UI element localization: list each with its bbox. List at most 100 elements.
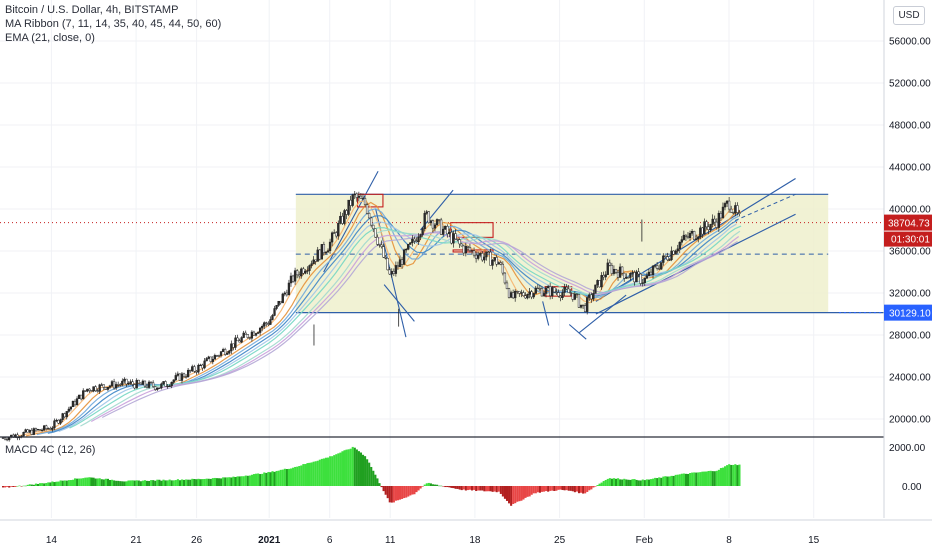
macd-bar [534, 486, 537, 494]
candle-body [660, 262, 663, 270]
candle-body [228, 350, 231, 354]
candle-body [563, 287, 566, 293]
candle-body [588, 294, 591, 298]
macd-bar [602, 481, 605, 486]
macd-bar [407, 486, 410, 497]
macd-bar [588, 486, 591, 491]
candle-body [361, 198, 365, 200]
macd-bar [257, 473, 260, 486]
candle-body [207, 356, 210, 359]
candle-body [470, 250, 474, 252]
macd-bar [238, 476, 241, 486]
candle-body [269, 319, 272, 325]
candle-body [549, 286, 552, 297]
candle-body [433, 224, 437, 229]
candle-body [604, 274, 607, 278]
macd-bar [536, 486, 539, 493]
macd-bar [53, 482, 56, 486]
time-tick-label: 26 [191, 535, 203, 546]
candle-body [168, 385, 171, 387]
macd-bar [604, 479, 607, 486]
macd-bar [261, 473, 264, 486]
macd-bar [649, 479, 653, 486]
candle-body [209, 356, 212, 362]
candle-body [193, 366, 196, 372]
candle-body [382, 246, 385, 258]
macd-bar [571, 486, 574, 492]
macd-bar [324, 457, 328, 486]
candle-body [509, 292, 513, 298]
candle-body [631, 272, 634, 274]
candle-body [277, 300, 280, 306]
time-tick-label: 21 [131, 535, 143, 546]
macd-bar [125, 481, 128, 486]
macd-bar [409, 486, 412, 496]
macd-bar [12, 486, 15, 487]
candle-body [542, 293, 546, 297]
macd-bar [693, 472, 696, 486]
macd-bar [252, 474, 256, 486]
candle-body [254, 333, 258, 336]
currency-button[interactable]: USD [893, 6, 925, 25]
candle-body [462, 245, 465, 254]
macd-bar [337, 453, 340, 486]
macd-bar [228, 477, 231, 486]
macd-bar [456, 486, 459, 489]
time-tick-label: 6 [327, 535, 333, 546]
candle-body [310, 263, 313, 266]
macd-legend[interactable]: MACD 4C (12, 26) [5, 444, 96, 456]
candle-body [339, 215, 342, 224]
macd-bar [440, 485, 443, 487]
macd-bar [55, 481, 58, 486]
macd-bar [232, 476, 235, 486]
candle-body [38, 429, 42, 431]
macd-bar [298, 466, 301, 486]
candle-body [380, 244, 383, 247]
macd-bar [464, 486, 467, 491]
macd-bar [497, 486, 500, 492]
macd-bar [172, 480, 175, 486]
macd-bar [734, 464, 737, 486]
candle-body [635, 271, 638, 283]
macd-bar [709, 470, 712, 486]
candle-body [1, 437, 5, 439]
candle-body [55, 419, 58, 422]
macd-bar [304, 464, 307, 486]
candle-body [717, 212, 720, 228]
candle-body [125, 378, 128, 385]
macd-bar [131, 480, 134, 486]
candle-body [102, 384, 105, 388]
macd-bar [364, 456, 367, 486]
macd-bar [170, 480, 173, 486]
macd-bar [516, 486, 519, 502]
candle-body [108, 385, 112, 388]
candle-body [47, 428, 50, 430]
trend-line [542, 301, 550, 326]
macd-bar [90, 477, 93, 486]
macd-bar [294, 466, 297, 486]
candle-body [234, 337, 237, 348]
macd-bar [491, 486, 494, 492]
symbol-legend[interactable]: Bitcoin / U.S. Dollar, 4h, BITSTAMP [5, 4, 179, 16]
ma-ribbon-legend[interactable]: MA Ribbon (7, 11, 14, 35, 40, 45, 44, 50… [5, 18, 222, 30]
candle-body [732, 212, 735, 214]
last-price-label: 38704.73 [888, 219, 930, 230]
candle-body [121, 380, 124, 385]
candle-body [561, 292, 564, 298]
macd-bar [244, 475, 247, 486]
time-tick-label: 14 [46, 535, 58, 546]
candle-body [164, 381, 167, 387]
macd-bar [551, 486, 554, 491]
candle-body [727, 200, 731, 210]
candle-body [293, 270, 297, 282]
candle-body [581, 304, 585, 307]
macd-bar [635, 479, 638, 486]
ema-legend[interactable]: EMA (21, close, 0) [5, 32, 95, 44]
macd-bar [505, 486, 509, 501]
macd-bar [637, 480, 640, 486]
macd-bar [281, 469, 284, 486]
candle-body [707, 226, 710, 230]
macd-bar [308, 462, 311, 486]
candle-body [532, 293, 535, 298]
